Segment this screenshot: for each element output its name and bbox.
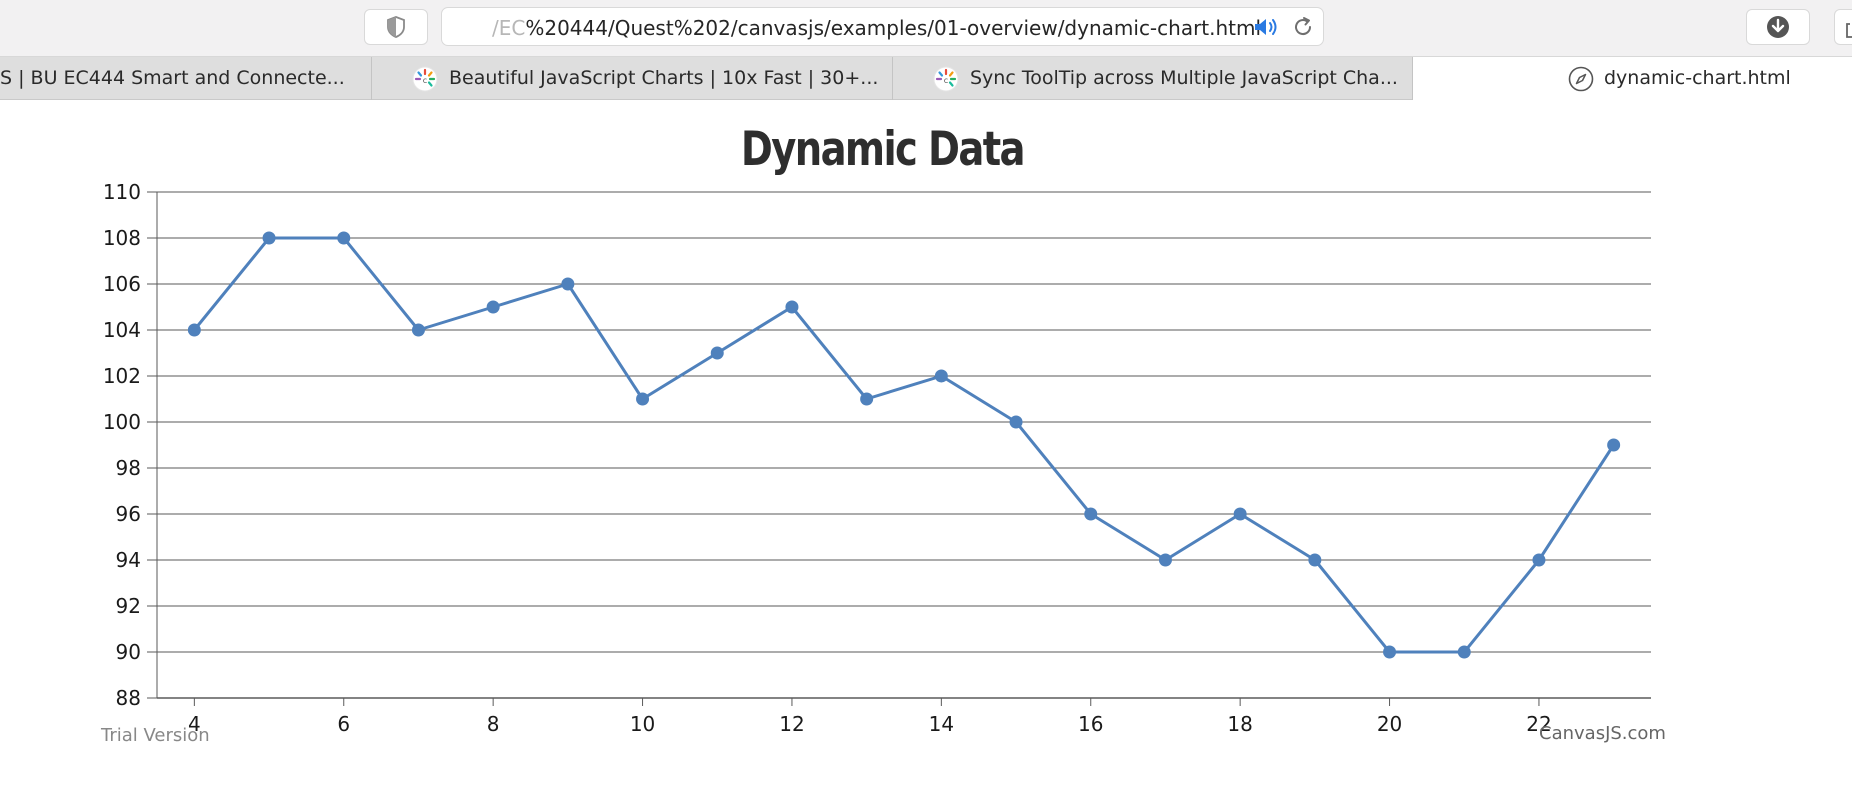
browser-toolbar: /EC%20444/Quest%202/canvasjs/examples/01… (0, 0, 1852, 57)
y-tick-label: 88 (116, 686, 141, 710)
chart-title: Dynamic Data (740, 122, 1026, 177)
data-point (1158, 553, 1172, 567)
canvasjs-favicon-icon: c (412, 66, 438, 92)
tab-label: dynamic-chart.html (1604, 67, 1791, 89)
privacy-report-button[interactable] (364, 9, 428, 45)
trial-version-label: Trial Version (101, 725, 210, 746)
x-tick-label: 20 (1377, 712, 1402, 736)
y-tick-label: 96 (116, 502, 141, 526)
tab-label: Sync ToolTip across Multiple JavaScript … (970, 67, 1398, 89)
data-point (1233, 507, 1247, 521)
y-tick-label: 92 (116, 594, 141, 618)
data-point (1084, 507, 1098, 521)
address-bar[interactable]: /EC%20444/Quest%202/canvasjs/examples/01… (441, 7, 1324, 46)
y-tick-label: 94 (116, 548, 141, 572)
y-axis-ticks: 88 90 92 94 96 98 100 102 104 106 108 110 (103, 180, 141, 710)
compass-icon (1568, 66, 1594, 92)
x-tick-label: 8 (487, 712, 500, 736)
shield-icon (387, 16, 405, 38)
tab-label: S | BU EC444 Smart and Connecte... (0, 67, 345, 89)
svg-text:c: c (423, 76, 427, 85)
speaker-icon[interactable] (1252, 15, 1282, 39)
y-tick-label: 100 (103, 410, 141, 434)
tab-canvasjs-charts[interactable]: c Beautiful JavaScript Charts | 10x Fast… (372, 57, 893, 100)
data-point (1308, 553, 1322, 567)
url-main-segment: %20444/Quest%202/canvasjs/examples/01-ov… (525, 16, 1262, 40)
axes (147, 191, 1651, 706)
tab-sync-tooltip[interactable]: c Sync ToolTip across Multiple JavaScrip… (893, 57, 1413, 100)
data-point (337, 231, 351, 245)
y-tick-label: 110 (103, 180, 141, 204)
data-point (187, 323, 201, 337)
y-tick-label: 104 (103, 318, 141, 342)
data-point (785, 300, 799, 314)
tab-label: Beautiful JavaScript Charts | 10x Fast |… (449, 67, 879, 89)
data-point (710, 346, 724, 360)
data-point (1457, 645, 1471, 659)
data-point (486, 300, 500, 314)
x-tick-label: 18 (1227, 712, 1252, 736)
data-point (860, 392, 874, 406)
x-tick-label: 12 (779, 712, 804, 736)
share-icon (1846, 23, 1852, 38)
y-tick-label: 102 (103, 364, 141, 388)
tab-dynamic-chart[interactable]: dynamic-chart.html (1413, 57, 1852, 101)
download-icon (1767, 16, 1789, 38)
svg-text:c: c (944, 76, 948, 85)
y-tick-label: 90 (116, 640, 141, 664)
canvasjs-favicon-icon: c (933, 66, 959, 92)
share-button[interactable] (1834, 9, 1852, 45)
data-point (934, 369, 948, 383)
x-tick-label: 6 (337, 712, 350, 736)
x-axis-ticks: 4 6 8 10 12 14 16 18 20 22 (188, 712, 1552, 736)
tab-bar: S | BU EC444 Smart and Connecte... c Bea… (0, 57, 1852, 101)
data-point (561, 277, 575, 291)
x-tick-label: 4 (188, 712, 201, 736)
y-tick-label: 98 (116, 456, 141, 480)
url-faded-segment: /EC (492, 16, 526, 40)
series (187, 231, 1621, 659)
grid-lines (157, 191, 1651, 653)
data-point (636, 392, 650, 406)
data-point (1009, 415, 1023, 429)
data-point (262, 231, 276, 245)
y-tick-label: 106 (103, 272, 141, 296)
data-point (1383, 645, 1397, 659)
x-tick-label: 14 (929, 712, 954, 736)
data-point (411, 323, 425, 337)
x-tick-label: 22 (1526, 712, 1551, 736)
reload-icon[interactable] (1291, 15, 1315, 39)
tab-bu-ec444[interactable]: S | BU EC444 Smart and Connecte... (0, 57, 372, 100)
series-line (193, 236, 1615, 654)
url-text: /EC%20444/Quest%202/canvasjs/examples/01… (492, 16, 1261, 40)
canvasjs-credit-link[interactable]: CanvasJS.com (1539, 723, 1666, 744)
data-point (1607, 438, 1621, 452)
data-point (1532, 553, 1546, 567)
x-tick-label: 16 (1078, 712, 1103, 736)
x-tick-label: 10 (630, 712, 655, 736)
downloads-button[interactable] (1746, 9, 1810, 45)
y-tick-label: 108 (103, 226, 141, 250)
